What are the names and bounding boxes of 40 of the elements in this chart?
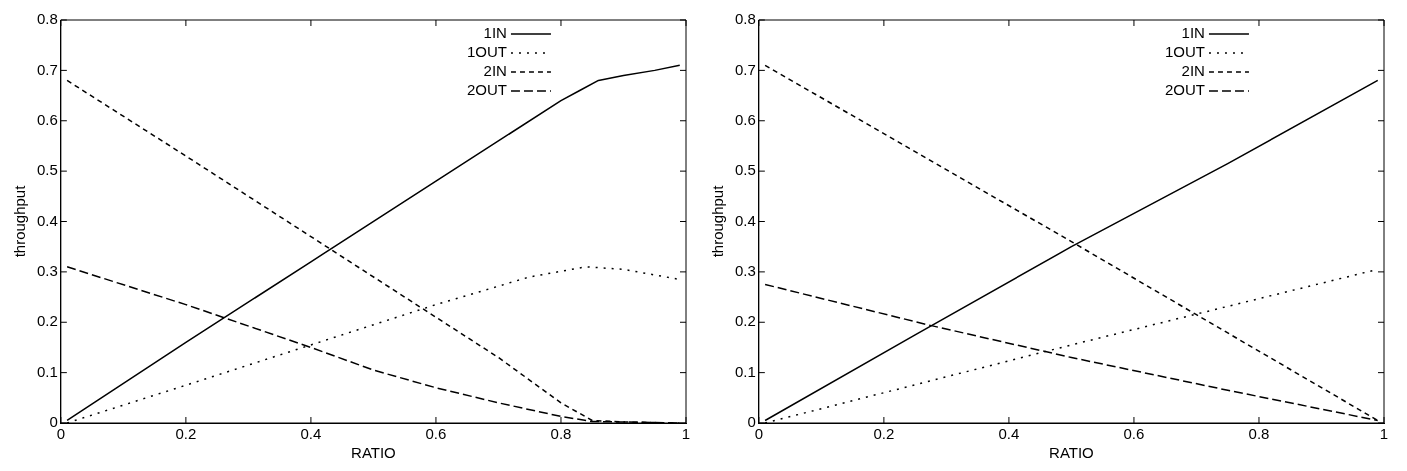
y-tick-label: 0.4 bbox=[734, 211, 756, 229]
y-tick-label: 0.7 bbox=[36, 60, 58, 78]
legend-label: 1OUT bbox=[466, 43, 507, 61]
y-tick-label: 0.7 bbox=[734, 60, 756, 78]
y-axis-title: throughput bbox=[709, 184, 727, 258]
y-tick-label: 0.5 bbox=[734, 161, 756, 179]
x-tick-label: 0.8 bbox=[1248, 425, 1270, 443]
legend-label: 1OUT bbox=[1164, 43, 1205, 61]
y-tick-label: 0.3 bbox=[36, 262, 58, 280]
legend-label: 2IN bbox=[1181, 62, 1205, 80]
x-tick-label: 1 bbox=[681, 425, 691, 443]
x-tick-label: 0.6 bbox=[1123, 425, 1145, 443]
y-tick-label: 0.2 bbox=[36, 312, 58, 330]
x-tick-label: 0.6 bbox=[425, 425, 447, 443]
y-tick-label: 0.1 bbox=[36, 362, 58, 380]
x-tick-label: 0.4 bbox=[998, 425, 1020, 443]
x-tick-label: 0.2 bbox=[175, 425, 197, 443]
y-axis-title: throughput bbox=[11, 184, 29, 258]
x-axis-title: RATIO bbox=[1049, 444, 1094, 462]
y-tick-label: 0.4 bbox=[36, 211, 58, 229]
x-tick-label: 0.8 bbox=[550, 425, 572, 443]
y-tick-label: 0.5 bbox=[36, 161, 58, 179]
x-tick-label: 1 bbox=[1379, 425, 1389, 443]
legend-label: 2IN bbox=[483, 62, 507, 80]
legend-label: 2OUT bbox=[466, 81, 507, 99]
y-tick-label: 0.6 bbox=[734, 110, 756, 128]
y-tick-label: 0.1 bbox=[734, 362, 756, 380]
y-tick-label: 0.2 bbox=[734, 312, 756, 330]
y-tick-label: 0.8 bbox=[734, 10, 756, 28]
y-tick-label: 0 bbox=[747, 413, 756, 431]
y-tick-label: 0.6 bbox=[36, 110, 58, 128]
legend-label: 1IN bbox=[483, 24, 507, 42]
x-axis-title: RATIO bbox=[351, 444, 396, 462]
legend-label: 1IN bbox=[1181, 24, 1205, 42]
y-tick-label: 0.8 bbox=[36, 10, 58, 28]
y-tick-label: 0.3 bbox=[734, 262, 756, 280]
y-tick-label: 0 bbox=[49, 413, 58, 431]
x-tick-label: 0.4 bbox=[300, 425, 322, 443]
x-tick-label: 0.2 bbox=[873, 425, 895, 443]
legend-label: 2OUT bbox=[1164, 81, 1205, 99]
